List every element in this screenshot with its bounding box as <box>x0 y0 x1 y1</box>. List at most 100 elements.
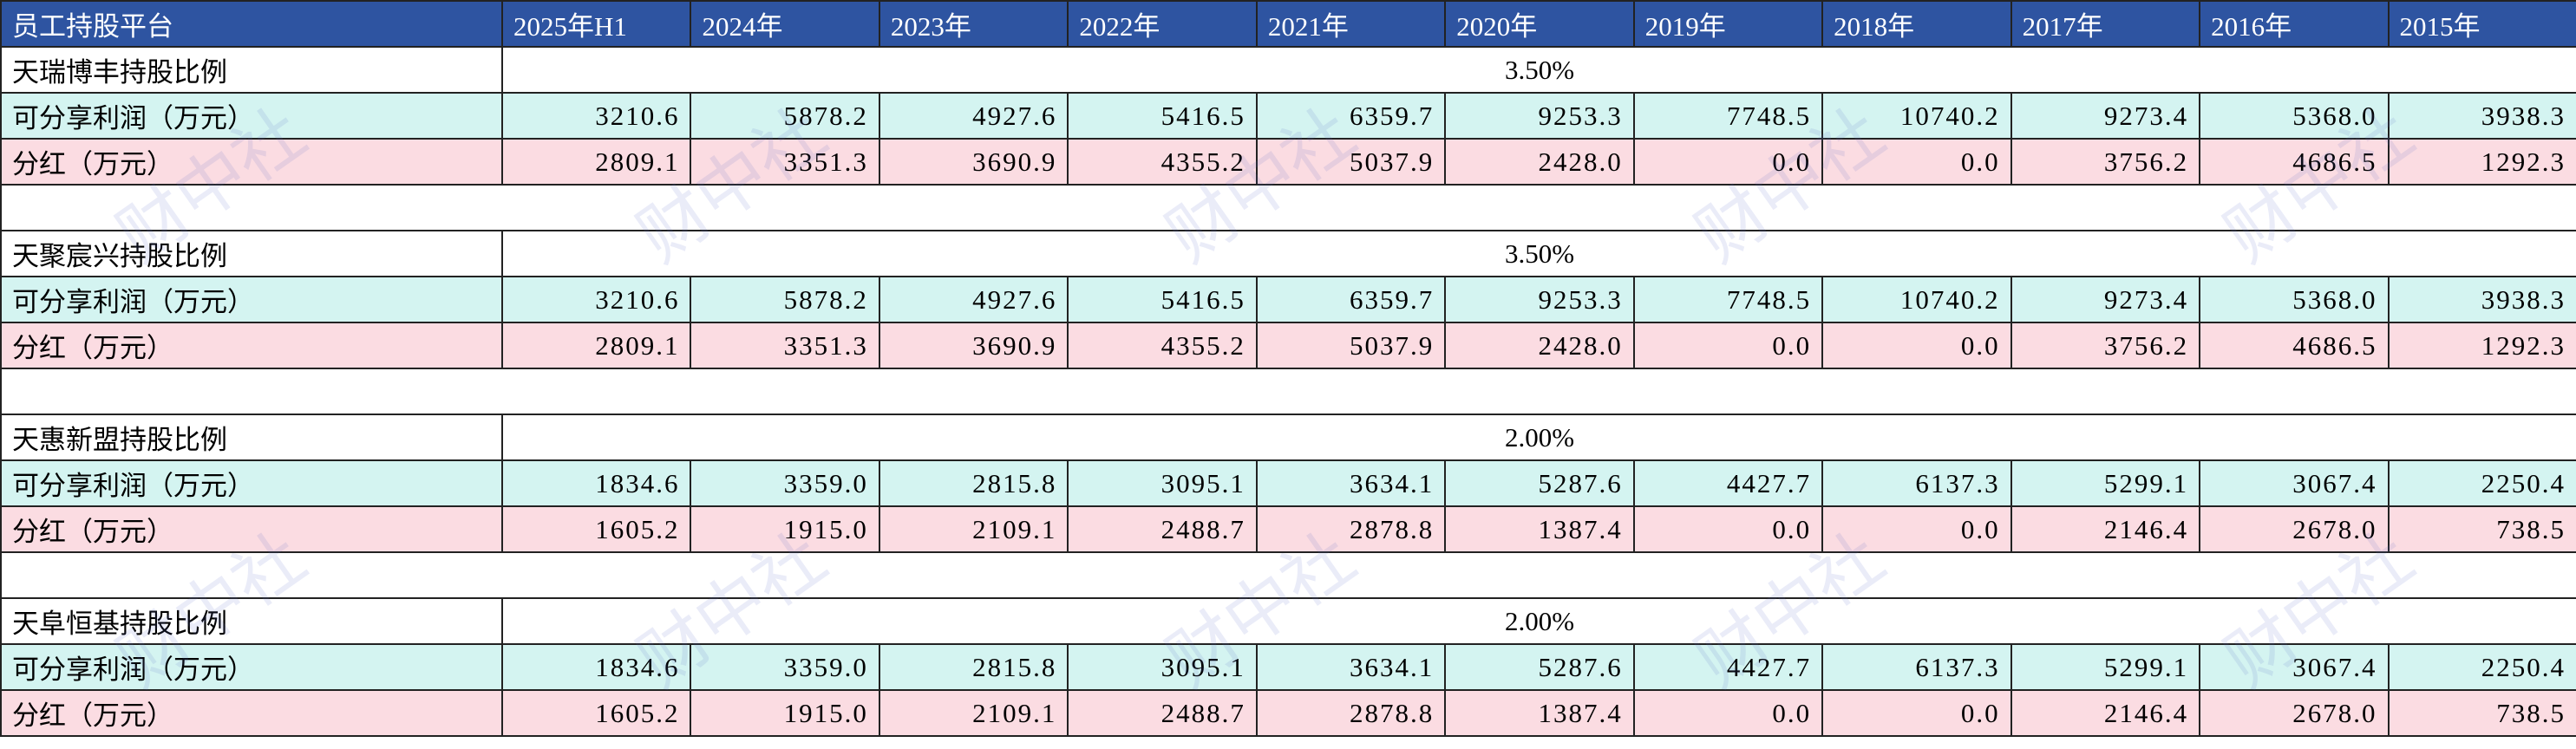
group-name: 天聚宸兴持股比例 <box>0 230 503 277</box>
profit-value: 9273.4 <box>2010 92 2201 140</box>
profit-value: 9273.4 <box>2010 276 2201 323</box>
profit-value: 1834.6 <box>500 459 692 507</box>
spacer-row <box>0 551 2576 599</box>
year-header: 2017年 <box>2010 0 2201 48</box>
dividend-value: 0.0 <box>1632 322 1824 369</box>
dividend-value: 1605.2 <box>500 505 692 553</box>
profit-value: 5287.6 <box>1444 459 1635 507</box>
dividend-value: 1915.0 <box>690 505 880 553</box>
dividend-value: 0.0 <box>1821 322 2012 369</box>
dividend-value: 0.0 <box>1632 138 1824 186</box>
row-label: 分红（万元） <box>0 138 503 186</box>
profit-value: 3067.4 <box>2199 643 2390 691</box>
dividend-row: 分红（万元） 1605.2 1915.0 2109.1 2488.7 2878.8 1387… <box>0 689 2576 737</box>
year-header: 2015年 <box>2387 0 2576 48</box>
year-header: 2025年H1 <box>500 0 692 48</box>
dividend-value: 0.0 <box>1632 505 1824 553</box>
profit-value: 5878.2 <box>690 276 880 323</box>
profit-value: 4427.7 <box>1632 459 1824 507</box>
dividend-value: 2809.1 <box>500 138 692 186</box>
dividend-value: 2488.7 <box>1067 505 1258 553</box>
row-label: 可分享利润（万元） <box>0 92 503 140</box>
profit-value: 7748.5 <box>1632 92 1824 140</box>
dividend-value: 0.0 <box>1821 138 2012 186</box>
dividend-value: 4355.2 <box>1067 138 1258 186</box>
dividend-value: 4686.5 <box>2199 138 2390 186</box>
dividend-value: 2428.0 <box>1444 322 1635 369</box>
dividend-row: 分红（万元） 2809.1 3351.3 3690.9 4355.2 5037.9 2428… <box>0 138 2576 186</box>
profit-value: 5368.0 <box>2199 92 2390 140</box>
profit-value: 6359.7 <box>1255 92 1447 140</box>
dividend-value: 0.0 <box>1821 505 2012 553</box>
profit-value: 2815.8 <box>878 643 1069 691</box>
profit-value: 9253.3 <box>1444 276 1635 323</box>
dividend-value: 1292.3 <box>2387 322 2576 369</box>
profit-value: 7748.5 <box>1632 276 1824 323</box>
group-name: 天瑞博丰持股比例 <box>0 46 503 94</box>
ratio: 2.00% <box>501 414 2576 461</box>
ratio-row: 天聚宸兴持股比例 3.50% <box>0 230 2576 277</box>
year-header: 2019年 <box>1632 0 1824 48</box>
ratio: 3.50% <box>501 230 2576 277</box>
dividend-value: 2109.1 <box>878 505 1069 553</box>
dividend-value: 5037.9 <box>1255 322 1447 369</box>
row-label: 可分享利润（万元） <box>0 643 503 691</box>
dividend-value: 2678.0 <box>2199 689 2390 737</box>
profit-value: 4927.6 <box>878 92 1069 140</box>
dividend-value: 0.0 <box>1821 689 2012 737</box>
row-label: 分红（万元） <box>0 505 503 553</box>
dividend-value: 1292.3 <box>2387 138 2576 186</box>
row-label: 可分享利润（万元） <box>0 276 503 323</box>
dividend-value: 738.5 <box>2387 505 2576 553</box>
spacer-cell <box>0 551 2576 599</box>
profit-value: 4427.7 <box>1632 643 1824 691</box>
dividend-value: 0.0 <box>1632 689 1824 737</box>
year-header: 2022年 <box>1067 0 1258 48</box>
dividend-value: 2428.0 <box>1444 138 1635 186</box>
dividend-value: 3756.2 <box>2010 138 2201 186</box>
dividend-row: 分红（万元） 1605.2 1915.0 2109.1 2488.7 2878.8 1387… <box>0 505 2576 553</box>
profit-value: 3067.4 <box>2199 459 2390 507</box>
dividend-value: 1387.4 <box>1444 689 1635 737</box>
dividend-value: 1605.2 <box>500 689 692 737</box>
profit-value: 2815.8 <box>878 459 1069 507</box>
header-title: 员工持股平台 <box>0 0 503 48</box>
spacer-cell <box>0 184 2576 231</box>
year-header: 2021年 <box>1255 0 1447 48</box>
dividend-value: 2878.8 <box>1255 505 1447 553</box>
profit-row: 可分享利润（万元） 3210.6 5878.2 4927.6 5416.5 6359.7 9… <box>0 276 2576 323</box>
profit-value: 5287.6 <box>1444 643 1635 691</box>
dividend-value: 2809.1 <box>500 322 692 369</box>
dividend-value: 1915.0 <box>690 689 880 737</box>
profit-value: 10740.2 <box>1821 276 2012 323</box>
dividend-value: 3690.9 <box>878 322 1069 369</box>
dividend-value: 4686.5 <box>2199 322 2390 369</box>
dividend-value: 4355.2 <box>1067 322 1258 369</box>
year-header: 2020年 <box>1444 0 1635 48</box>
dividend-value: 3756.2 <box>2010 322 2201 369</box>
dividend-value: 5037.9 <box>1255 138 1447 186</box>
profit-value: 3634.1 <box>1255 459 1447 507</box>
profit-value: 5878.2 <box>690 92 880 140</box>
profit-value: 3210.6 <box>500 276 692 323</box>
ratio-row: 天瑞博丰持股比例 3.50% <box>0 46 2576 94</box>
ratio-row: 天惠新盟持股比例 2.00% <box>0 414 2576 461</box>
profit-value: 2250.4 <box>2387 459 2576 507</box>
dividend-value: 2146.4 <box>2010 689 2201 737</box>
profit-value: 6137.3 <box>1821 643 2012 691</box>
profit-value: 5416.5 <box>1067 92 1258 140</box>
profit-row: 可分享利润（万元） 1834.6 3359.0 2815.8 3095.1 3634.1 5… <box>0 459 2576 507</box>
profit-value: 3095.1 <box>1067 643 1258 691</box>
row-label: 可分享利润（万元） <box>0 459 503 507</box>
profit-value: 4927.6 <box>878 276 1069 323</box>
spacer-row <box>0 184 2576 231</box>
dividend-value: 2488.7 <box>1067 689 1258 737</box>
year-header: 2018年 <box>1821 0 2012 48</box>
dividend-value: 738.5 <box>2387 689 2576 737</box>
profit-value: 6359.7 <box>1255 276 1447 323</box>
dividend-value: 2146.4 <box>2010 505 2201 553</box>
dividend-value: 1387.4 <box>1444 505 1635 553</box>
